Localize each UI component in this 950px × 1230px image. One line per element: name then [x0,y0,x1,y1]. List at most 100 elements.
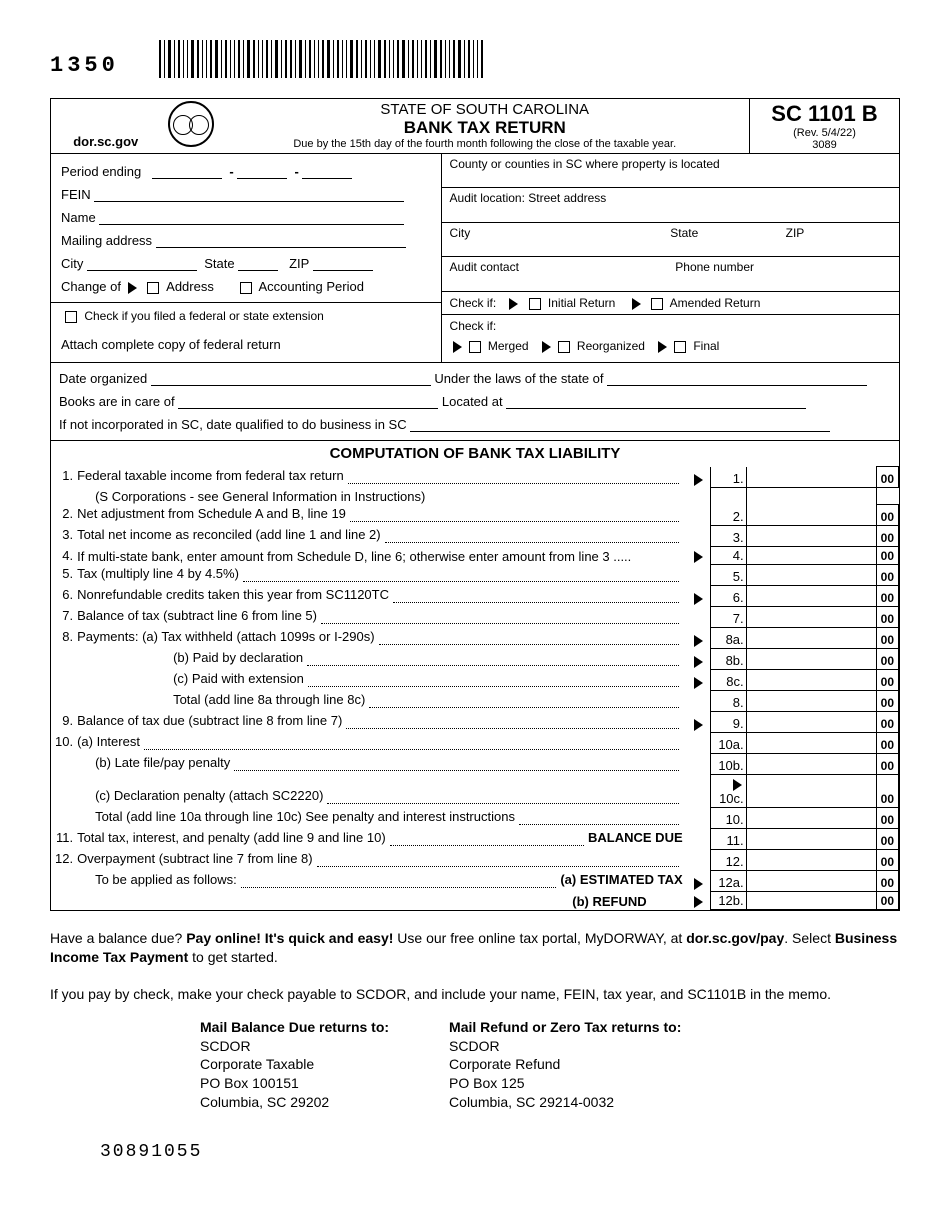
not-inc-input[interactable] [410,418,830,432]
line-prefix: 5. [51,565,77,586]
mailing-label: Mailing address [61,233,152,248]
r-city-label: City [450,226,471,240]
triangle-icon [694,896,703,908]
line-text: Payments: (a) Tax withheld (attach 1099s… [77,628,687,649]
address-checkbox[interactable] [147,282,159,294]
computation-row: 4. If multi-state bank, enter amount from… [51,547,899,565]
amount-input[interactable] [746,547,876,565]
triangle-col [687,733,711,754]
state-input[interactable] [238,257,278,271]
extension-checkbox[interactable] [65,311,77,323]
line-text: Total net income as reconciled (add line… [77,526,687,547]
period-ending-input[interactable] [152,165,222,179]
line-number-box: 4. [710,547,746,565]
amount-input[interactable] [746,733,876,754]
line-prefix: 8. [51,628,77,649]
cents-box: 00 [876,547,898,565]
cents-box: 00 [876,607,898,628]
form-revision: (Rev. 5/4/22) [756,127,893,139]
triangle-col [687,547,711,565]
period-ending-input-2[interactable] [237,165,287,179]
amount-input[interactable] [746,505,876,526]
computation-row: 12.Overpayment (subtract line 7 from lin… [51,850,899,871]
attach-label: Attach complete copy of federal return [61,333,431,356]
located-input[interactable] [506,395,806,409]
amount-input[interactable] [746,670,876,691]
triangle-icon [632,298,641,310]
triangle-col [687,526,711,547]
under-laws-input[interactable] [607,372,867,386]
form-id: SC 1101 B [756,101,893,127]
mail-refund-heading: Mail Refund or Zero Tax returns to: [449,1018,681,1037]
extension-label: Check if you filed a federal or state ex… [84,309,323,323]
amount-input[interactable] [746,467,876,488]
fein-input[interactable] [94,188,404,202]
footer-paragraph-1: Have a balance due? Pay online! It's qui… [50,929,900,967]
r-state-label: State [670,226,698,240]
zip-label: ZIP [289,256,309,271]
amount-input[interactable] [746,829,876,850]
triangle-icon [453,341,462,353]
amount-input[interactable] [746,871,876,892]
phone-label: Phone number [675,260,754,274]
date-org-input[interactable] [151,372,431,386]
cents-box: 00 [876,808,898,829]
fein-label: FEIN [61,187,91,202]
org-info-block: Date organized Under the laws of the sta… [50,363,900,441]
audit-contact-label: Audit contact [450,260,519,274]
line-text: If multi-state bank, enter amount from S… [77,547,687,565]
accounting-period-label: Accounting Period [258,279,364,294]
accounting-period-checkbox[interactable] [240,282,252,294]
line-number-box: 2. [710,505,746,526]
form-code-under: 3089 [756,139,893,151]
cents-box: 00 [876,670,898,691]
books-input[interactable] [178,395,438,409]
cents-box: 00 [876,850,898,871]
merged-checkbox[interactable] [469,341,481,353]
mail-refund-line: PO Box 125 [449,1074,681,1093]
period-ending-input-3[interactable] [302,165,352,179]
triangle-icon [733,779,742,791]
line-prefix: 6. [51,586,77,607]
line-text: (b) Late file/pay penalty [77,754,687,775]
triangle-col [687,565,711,586]
computation-row: (b) REFUND12b.00 [51,892,899,910]
amended-return-checkbox[interactable] [651,298,663,310]
amount-input[interactable] [746,850,876,871]
amount-input[interactable] [746,712,876,733]
name-input[interactable] [99,211,404,225]
form-title: BANK TAX RETURN [227,118,744,138]
bottom-code: 30891055 [100,1142,900,1162]
line-text: Nonrefundable credits taken this year fr… [77,586,687,607]
due-line: Due by the 15th day of the fourth month … [227,138,744,150]
final-checkbox[interactable] [674,341,686,353]
computation-row: (c) Declaration penalty (attach SC2220)1… [51,775,899,808]
initial-return-checkbox[interactable] [529,298,541,310]
triangle-icon [694,474,703,486]
line-number-box: 12b. [710,892,746,910]
amount-input[interactable] [746,691,876,712]
amount-input[interactable] [746,628,876,649]
amount-input[interactable] [746,586,876,607]
final-label: Final [693,339,719,353]
cents-box: 00 [876,467,898,488]
reorganized-checkbox[interactable] [558,341,570,353]
computation-row: (b) Paid by declaration8b.00 [51,649,899,670]
amount-input[interactable] [746,565,876,586]
triangle-icon [509,298,518,310]
amount-input[interactable] [746,649,876,670]
amount-input[interactable] [746,808,876,829]
line-text: (c) Declaration penalty (attach SC2220) [77,775,687,808]
amount-input[interactable] [746,892,876,910]
top-row: 1350 [50,40,900,78]
zip-input[interactable] [313,257,373,271]
amount-input[interactable] [746,526,876,547]
amount-input[interactable] [746,607,876,628]
city-label: City [61,256,83,271]
amount-input[interactable] [746,775,876,808]
footer-text: Have a balance due? [50,930,186,946]
line-prefix [51,892,77,910]
city-input[interactable] [87,257,197,271]
mailing-input[interactable] [156,234,406,248]
amount-input[interactable] [746,754,876,775]
